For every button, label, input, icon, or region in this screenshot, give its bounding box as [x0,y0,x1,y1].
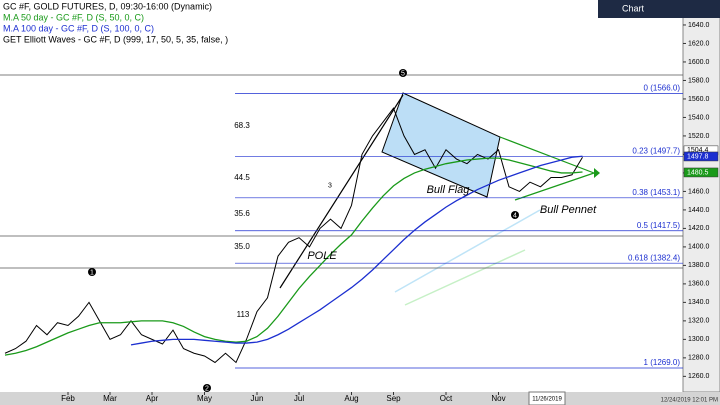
pole-line [279,94,404,289]
cursor-date: 11/26/2019 [532,397,562,403]
y-tick-label: 1420.0 [688,225,710,232]
pennant-arrow [594,168,600,178]
series-line [130,155,583,346]
y-tick-label: 1540.0 [688,114,710,121]
legend-entry: GC #F, GOLD FUTURES, D, 09:30-16:00 (Dyn… [3,1,212,11]
bull-flag-shape [381,92,501,198]
legend-entry: M.A 100 day - GC #F, D (S, 100, 0, C) [3,23,154,33]
x-tick-label: Jun [251,394,264,403]
fib-label: 0.23 (1497.7) [632,147,680,156]
y-tick-label: 1400.0 [688,244,710,251]
annotation: Bull Pennet [540,204,597,216]
y-tick-label: 1320.0 [688,318,710,325]
header-bar [598,0,720,18]
fib-label: 0.5 (1417.5) [637,221,680,230]
y-tick-label: 1360.0 [688,281,710,288]
price-label: 1497.8 [687,153,709,160]
annotation: Bull Flag [427,184,471,196]
fib-label: 1 (1269.0) [644,358,681,367]
annotation: 113 [237,310,250,319]
series-line [4,157,583,356]
wave-circle [88,268,96,276]
wave-circle [511,211,519,219]
wave-label: 1 [90,269,94,276]
y-tick-label: 1560.0 [688,96,710,103]
x-tick-label: Feb [61,394,75,403]
x-tick-label: May [197,394,212,403]
timestamp: 12/24/2019 12:01 PM [661,398,718,404]
y-tick-label: 1600.0 [688,59,710,66]
x-tick-label: Jul [294,394,304,403]
y-tick-label: 1640.0 [688,22,710,29]
cursor-date-box [528,391,566,405]
wave-label: 4 [513,212,517,219]
legend-entry: M.A 50 day - GC #F, D (S, 50, 0, C) [3,12,144,22]
y-tick-label: 1520.0 [688,133,710,140]
fib-label: 0.38 (1453.1) [632,188,680,197]
x-tick-label: Nov [491,394,505,403]
wave-circle [203,384,211,392]
y-tick-label: 1620.0 [688,40,710,47]
x-tick-label: Sep [386,394,401,403]
y-tick-label: 1300.0 [688,336,710,343]
pennant-upper [499,136,595,174]
channel-line [404,249,526,306]
x-tick-label: Apr [146,394,159,403]
annotation: 68.3 [234,121,250,130]
y-tick-label: 1280.0 [688,355,710,362]
price-label-box [683,151,719,162]
wave-label: 5 [401,70,405,77]
fib-label: 0.618 (1382.4) [628,253,680,262]
wave-circle [399,69,407,77]
price-label: 1504.4 [687,147,709,154]
y-tick-label: 1340.0 [688,299,710,306]
pennant-lower [514,172,595,201]
annotation: 44.5 [234,173,250,182]
price-axis-panel [682,0,720,393]
annotation: POLE [307,250,337,262]
fib-label: 0 (1566.0) [644,84,681,93]
wave-label: 3 [328,182,332,189]
wave-label: 2 [205,385,209,392]
y-tick-label: 1440.0 [688,207,710,214]
annotation: 35.6 [234,209,250,218]
y-tick-label: 1260.0 [688,373,710,380]
y-tick-label: 1460.0 [688,188,710,195]
x-tick-label: Oct [440,394,453,403]
x-tick-label: Aug [344,394,358,403]
legend-entry: GET Elliott Waves - GC #F, D (999, 17, 5… [3,34,228,44]
y-tick-label: 1580.0 [688,77,710,84]
price-label-box [683,167,719,178]
channel-line [394,209,541,293]
annotation: 35.0 [234,242,250,251]
header-tab[interactable]: Chart [622,3,645,13]
price-label: 1480.5 [687,169,709,176]
y-tick-label: 1380.0 [688,262,710,269]
x-tick-label: Mar [103,394,117,403]
